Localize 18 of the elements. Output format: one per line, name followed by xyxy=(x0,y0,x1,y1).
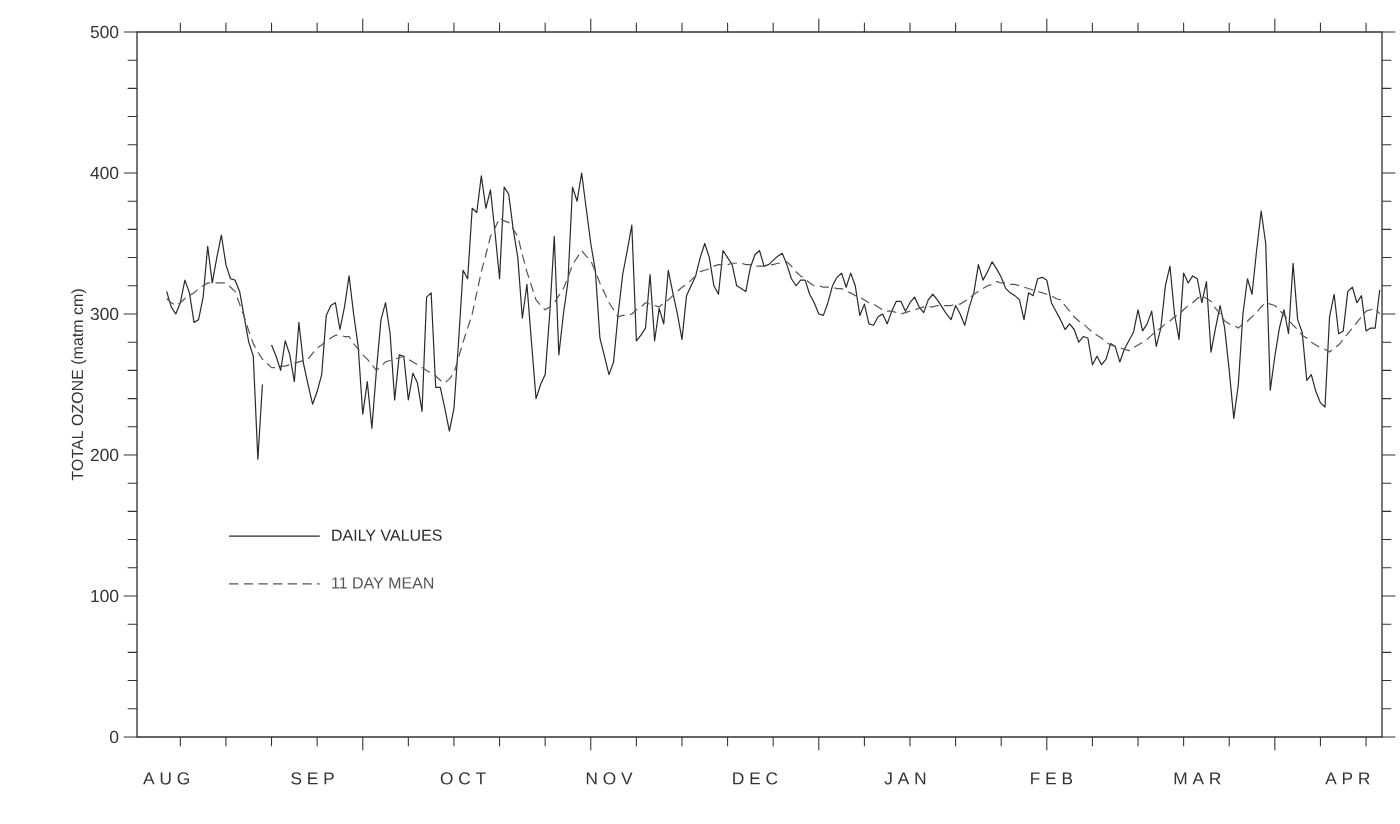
y-tick-label: 300 xyxy=(90,307,119,321)
x-tick-label: S E P xyxy=(291,772,334,785)
y-tick-label: 200 xyxy=(90,448,119,462)
x-tick-label: A U G xyxy=(143,772,189,785)
x-tick-label: D E C xyxy=(733,772,778,785)
x-tick-label: N O V xyxy=(586,772,633,785)
x-tick-label: J A N xyxy=(884,772,926,785)
x-tick-label: O C T xyxy=(440,772,486,785)
y-tick-label: 400 xyxy=(90,166,119,180)
text: 11 DAY MEAN xyxy=(332,577,434,589)
y-axis-title: TOTAL OZONE (matm cm) xyxy=(71,289,87,481)
y-tick-label: 500 xyxy=(90,25,119,39)
y-tick-label: 0 xyxy=(109,730,119,744)
x-tick-label: A P R xyxy=(1325,772,1370,785)
text: DAILY VALUES xyxy=(332,529,442,541)
y-tick-label: 100 xyxy=(91,589,119,603)
x-tick-label: M A R xyxy=(1174,772,1221,785)
x-tick-label: F E B xyxy=(1031,772,1073,785)
